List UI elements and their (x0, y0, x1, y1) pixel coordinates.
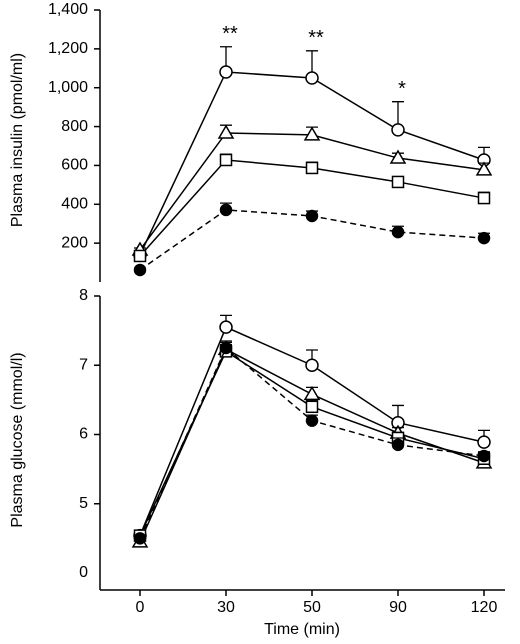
marker (391, 225, 405, 239)
marker (305, 400, 319, 414)
x-tick-label: 90 (389, 599, 407, 616)
marker (219, 65, 233, 79)
y-tick-label: 6 (79, 426, 88, 443)
marker (219, 203, 233, 217)
y-tick-label: 800 (61, 118, 88, 135)
series-line (139, 350, 485, 536)
marker (477, 191, 491, 205)
marker (389, 149, 407, 164)
marker (133, 263, 147, 277)
x-tick-label: 120 (471, 599, 498, 616)
marker (305, 71, 319, 85)
y-tick-label: 0 (79, 564, 88, 581)
y-tick-label: 600 (61, 157, 88, 174)
marker (475, 161, 493, 176)
marker (391, 175, 405, 189)
series-line (139, 132, 485, 251)
y-tick-label: 1,200 (48, 40, 88, 57)
y-tick-label: 1,000 (48, 79, 88, 96)
y-tick-label: 200 (61, 234, 88, 251)
annotation: ** (308, 27, 324, 49)
y-axis-label: Plasma insulin (pmol/ml) (9, 53, 26, 227)
x-tick-label: 50 (303, 599, 321, 616)
marker (133, 249, 147, 263)
y-tick-label: 1,400 (48, 1, 88, 18)
marker (219, 153, 233, 167)
marker (217, 124, 235, 139)
y-axis-label: Plasma glucose (mmol/l) (9, 352, 26, 527)
marker (305, 161, 319, 175)
marker (219, 320, 233, 334)
y-tick-label: 8 (79, 287, 88, 304)
marker (305, 209, 319, 223)
marker (305, 358, 319, 372)
marker (477, 231, 491, 245)
x-tick-label: 30 (217, 599, 235, 616)
marker (303, 126, 321, 141)
series-line (139, 346, 485, 539)
marker (391, 438, 405, 452)
y-tick-label: 7 (79, 356, 88, 373)
marker (133, 532, 147, 545)
y-tick-label: 400 (61, 196, 88, 213)
series-line (139, 159, 485, 257)
marker (303, 385, 321, 401)
marker (219, 341, 233, 355)
annotation: ** (222, 23, 238, 45)
annotation: * (398, 78, 406, 100)
marker (305, 414, 319, 427)
marker (391, 123, 405, 137)
marker (477, 449, 491, 463)
y-tick-label: 5 (79, 495, 88, 512)
x-tick-label: 0 (136, 599, 145, 616)
marker (477, 435, 491, 449)
x-axis-label: Time (min) (264, 621, 340, 638)
